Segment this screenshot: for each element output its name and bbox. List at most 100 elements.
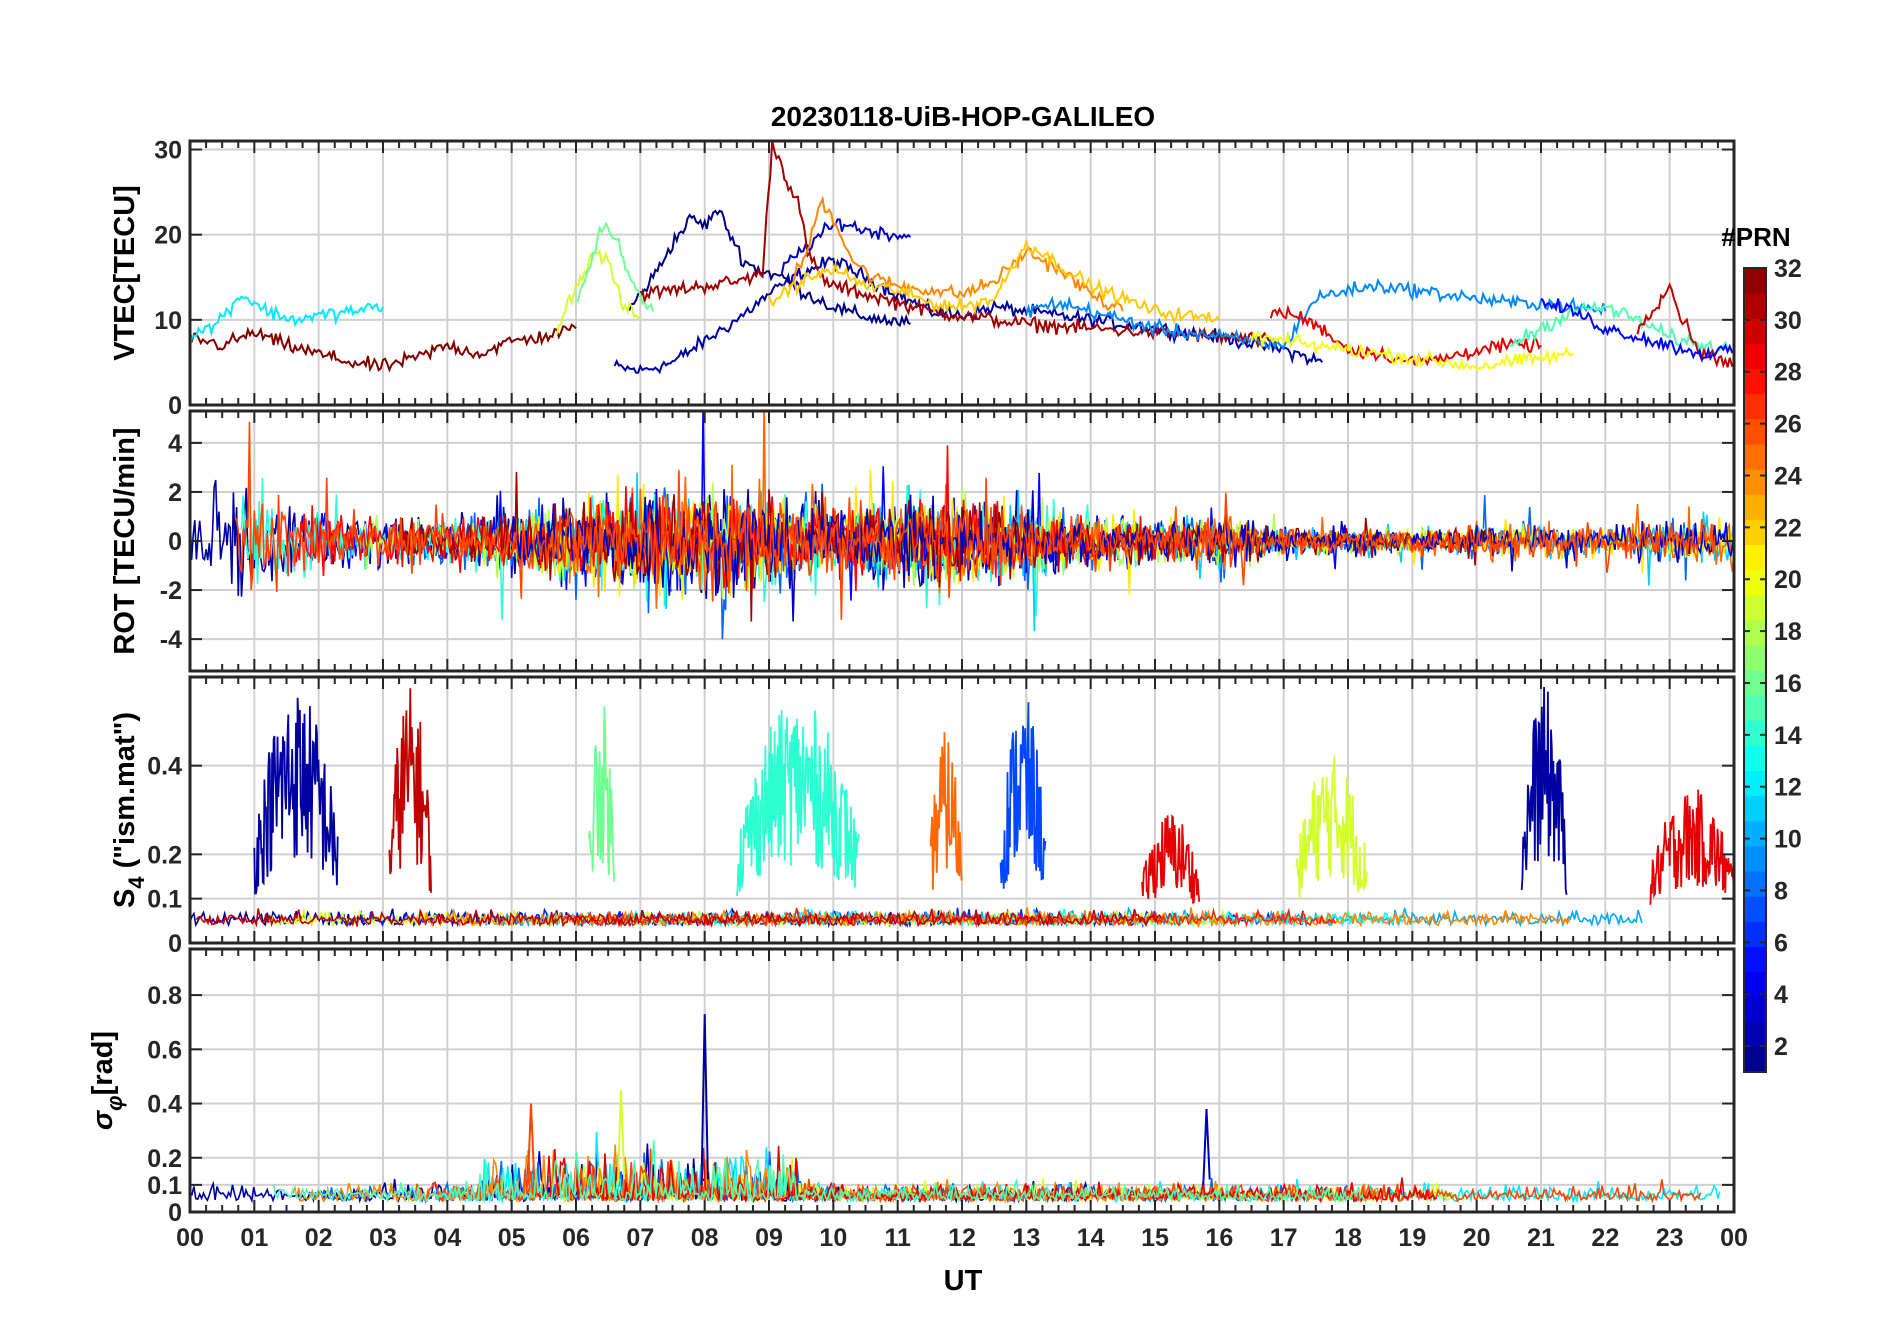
- x-tick-label: 17: [1270, 1224, 1298, 1252]
- y-axis-label: σφ[rad]: [87, 1031, 127, 1130]
- panel-rot: -4 -2 0 2 4 ROT [TECU/min]: [109, 409, 1736, 673]
- colorbar-segment: [1744, 418, 1766, 445]
- colorbar-segment: [1744, 845, 1766, 872]
- x-tick-label: 18: [1334, 1224, 1362, 1252]
- colorbar-segment: [1744, 996, 1766, 1023]
- vtec-series-prn-5: [1540, 297, 1734, 362]
- colorbar-segment: [1744, 368, 1766, 395]
- panel-vtec: 0 10 20 30 VTEC[TECU]: [109, 137, 1736, 420]
- s4-burst-prn-25: [929, 732, 963, 890]
- colorbar-label: #PRN: [1721, 222, 1790, 252]
- s4-burst-prn-14: [735, 709, 860, 896]
- colorbar-segment: [1744, 670, 1766, 696]
- colorbar-segment: [1744, 745, 1766, 772]
- vtec-series-prn-1: [627, 209, 911, 328]
- colorbar-tick-label: 14: [1774, 722, 1802, 750]
- colorbar-segment: [1744, 469, 1766, 495]
- sigma-peak-prn-26: [526, 1103, 536, 1185]
- sigma-peak-prn-2: [700, 1014, 709, 1185]
- y-tick-label: 0.2: [147, 841, 182, 869]
- colorbar-segment: [1744, 871, 1766, 897]
- x-tick-label: 03: [369, 1224, 397, 1252]
- y-ticks: [190, 994, 1734, 1213]
- x-ticks: [189, 949, 1735, 1212]
- series-group: [190, 141, 1734, 375]
- colorbar-segment: [1744, 494, 1766, 520]
- x-tick-label: 11: [884, 1224, 911, 1252]
- x-tick-label: 00: [176, 1224, 204, 1252]
- x-tick-label: 12: [948, 1224, 976, 1252]
- colorbar-segment: [1744, 519, 1766, 545]
- colorbar-tick-label: 28: [1774, 359, 1802, 387]
- y-tick-label: 0.6: [147, 1036, 182, 1064]
- x-tick-labels: 00 01 02 03 04 05 06 07 08 09 10 11 12 13 14 15 16 17 18 19…: [176, 1224, 1748, 1252]
- x-tick-label: 02: [305, 1224, 333, 1252]
- colorbar-tick-label: 30: [1774, 307, 1802, 335]
- vtec-series-prn-9: [1025, 277, 1607, 351]
- rot-series-prn-26: [234, 421, 1716, 620]
- y-axis-label-rest: ("ism.mat"): [109, 712, 141, 876]
- y-axis-label: S4 ("ism.mat"): [109, 712, 149, 908]
- colorbar-segment: [1744, 1021, 1766, 1048]
- s4-burst-prn-16: [588, 706, 616, 882]
- colorbar-tick-label: 16: [1774, 670, 1802, 698]
- x-tick-label: 07: [626, 1224, 654, 1252]
- vtec-series-prn-20: [1250, 330, 1574, 371]
- rot-series-prn-31: [401, 471, 1497, 622]
- colorbar-tick-label: 20: [1774, 566, 1802, 594]
- vtec-series-prn-30: [1636, 282, 1734, 369]
- x-tick-label: 00: [1720, 1224, 1748, 1252]
- y-tick-label: 4: [168, 430, 182, 458]
- x-tick-label: 23: [1656, 1224, 1684, 1252]
- y-tick-label: -4: [160, 626, 182, 654]
- y-axis-label-main: S: [109, 889, 141, 908]
- colorbar-segment: [1744, 569, 1766, 596]
- y-tick-label: 0.1: [147, 886, 182, 914]
- x-tick-label: 22: [1591, 1224, 1619, 1252]
- y-tick-label: 2: [168, 479, 182, 507]
- sigma-series-prn-29: [536, 1145, 1437, 1205]
- vtec-series-prn-16: [575, 221, 655, 312]
- panel-s4: 00.10.20.4S4 ("ism.mat"): [109, 675, 1736, 958]
- y-tick-label: 0.8: [147, 982, 182, 1010]
- y-tick-label: 30: [154, 137, 182, 165]
- y-tick-label: 0.4: [147, 753, 182, 781]
- chart-title: 20230118-UiB-HOP-GALILEO: [771, 101, 1155, 132]
- x-tick-label: 04: [433, 1224, 461, 1252]
- series-group: [190, 1014, 1721, 1205]
- s4-burst-prn-30: [388, 688, 432, 893]
- s4-burst-prn-2: [253, 697, 339, 895]
- colorbar-segment: [1744, 268, 1766, 294]
- x-tick-label: 01: [240, 1224, 268, 1252]
- colorbar-segment: [1744, 393, 1766, 420]
- y-axis-label-main: σ: [87, 1109, 119, 1130]
- s4-burst-prn-19: [1295, 755, 1368, 899]
- sigma-series-prn-15: [272, 1139, 1367, 1204]
- vtec-series-prn-24: [787, 195, 1124, 312]
- x-ticks: [189, 141, 1735, 405]
- x-tick-label: 09: [755, 1224, 783, 1252]
- colorbar-segment: [1744, 619, 1766, 646]
- colorbar-segment: [1744, 318, 1766, 344]
- series-group: [190, 411, 1734, 640]
- colorbar-tick-label: 22: [1774, 514, 1802, 542]
- vtec-series-prn-12: [190, 295, 384, 345]
- y-tick-label: 10: [154, 307, 182, 335]
- colorbar-segment: [1744, 1046, 1766, 1073]
- s4-burst-prn-29: [1649, 789, 1734, 905]
- colorbar-tick-label: 6: [1774, 929, 1788, 957]
- y-axis-label: ROT [TECU/min]: [109, 427, 141, 654]
- vtec-series-prn-31: [639, 141, 1272, 349]
- y-tick-label: 0: [168, 392, 182, 420]
- colorbar-frame: [1743, 267, 1767, 1073]
- x-tick-label: 10: [819, 1224, 847, 1252]
- vtec-series-prn-22: [768, 240, 1221, 325]
- x-tick-label: 19: [1398, 1224, 1426, 1252]
- colorbar-tick-label: 26: [1774, 411, 1802, 439]
- s4-burst-prn-7: [999, 702, 1047, 889]
- colorbar-segment: [1744, 544, 1766, 571]
- x-tick-label: 20: [1463, 1224, 1491, 1252]
